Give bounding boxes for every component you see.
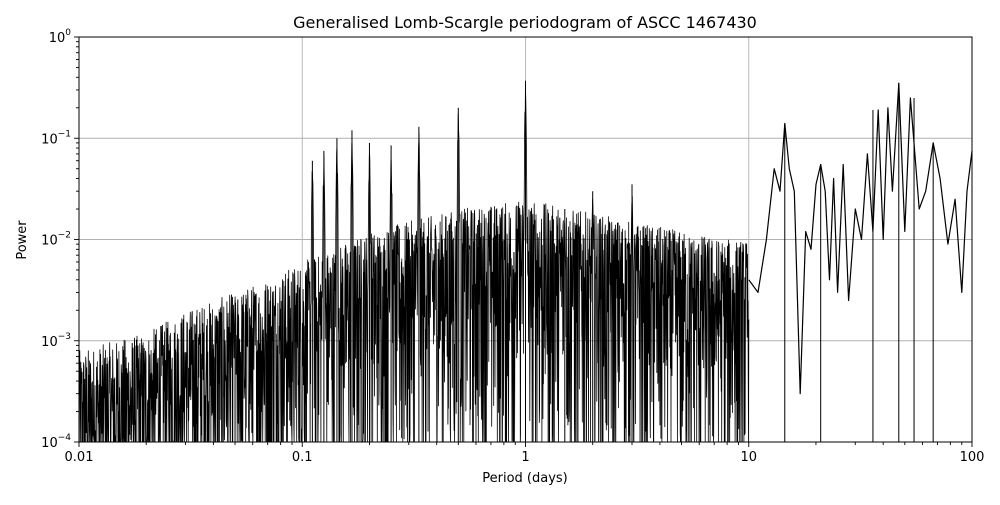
y-tick-label: 100 xyxy=(49,28,72,46)
y-tick-label: 10−3 xyxy=(41,332,71,350)
power-series xyxy=(78,80,973,443)
short-period-power-line xyxy=(78,87,750,443)
x-tick-label: 1 xyxy=(521,450,529,465)
x-tick-label: 10 xyxy=(740,450,757,465)
axis-ticks: 0.01 0.1 1 10 100 10−4 10−3 10−2 10−1 100 xyxy=(41,28,984,465)
x-axis-label: Period (days) xyxy=(482,471,568,486)
chart-title: Generalised Lomb-Scargle periodogram of … xyxy=(293,13,757,32)
y-tick-label: 10−4 xyxy=(41,433,71,451)
long-period-power-line xyxy=(748,82,973,395)
y-axis-label: Power xyxy=(15,220,30,260)
x-tick-label: 0.01 xyxy=(65,450,94,465)
y-tick-label: 10−2 xyxy=(41,231,71,249)
y-tick-label: 10−1 xyxy=(41,129,71,147)
x-tick-label: 0.1 xyxy=(292,450,313,465)
x-tick-label: 100 xyxy=(960,450,985,465)
